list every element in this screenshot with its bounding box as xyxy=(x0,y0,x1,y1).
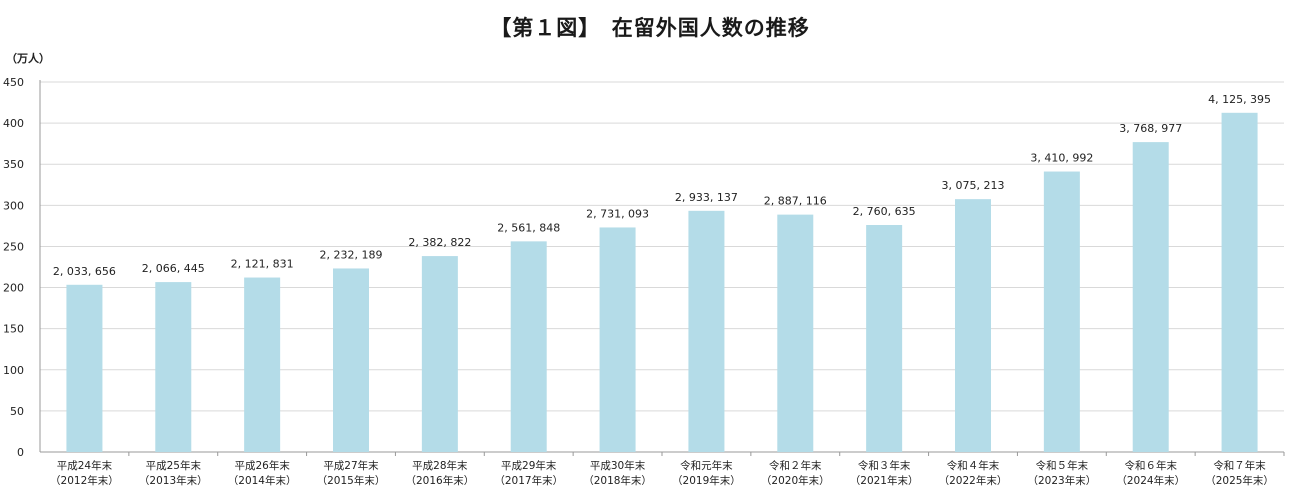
bar xyxy=(66,284,103,452)
data-label: 3, 075, 213 xyxy=(942,179,1005,192)
data-label: 2, 933, 137 xyxy=(675,191,738,204)
category-label: 平成30年末 xyxy=(590,459,646,472)
data-label: 2, 561, 848 xyxy=(497,221,560,234)
category-label: 令和２年末 xyxy=(769,459,822,472)
category-sublabel: （2023年末） xyxy=(1027,474,1096,487)
data-label: 2, 232, 189 xyxy=(320,248,383,261)
category-sublabel: （2021年末） xyxy=(850,474,919,487)
category-label: 令和５年末 xyxy=(1036,459,1089,472)
y-tick-label: 400 xyxy=(3,117,24,130)
y-tick-label: 50 xyxy=(10,405,24,418)
data-label: 2, 382, 822 xyxy=(408,236,471,249)
bar xyxy=(1043,171,1080,453)
data-label: 2, 033, 656 xyxy=(53,265,116,278)
y-tick-label: 100 xyxy=(3,364,24,377)
data-label: 2, 887, 116 xyxy=(764,195,827,208)
category-label: 平成24年末 xyxy=(57,459,113,472)
category-label: 令和元年末 xyxy=(680,459,733,472)
y-tick-label: 0 xyxy=(17,446,24,459)
bar xyxy=(510,241,547,452)
bar xyxy=(599,227,636,452)
chart-title: 【第１図】 在留外国人数の推移 xyxy=(490,16,810,40)
bar xyxy=(421,256,458,452)
category-sublabel: （2017年末） xyxy=(494,474,563,487)
y-tick-label: 450 xyxy=(3,76,24,89)
category-sublabel: （2025年末） xyxy=(1205,474,1274,487)
category-sublabel: （2015年末） xyxy=(317,474,386,487)
category-label: 令和７年末 xyxy=(1213,459,1266,472)
data-label: 2, 121, 831 xyxy=(231,258,294,271)
bar xyxy=(244,277,281,452)
category-label: 平成26年末 xyxy=(234,459,290,472)
category-sublabel: （2020年末） xyxy=(761,474,830,487)
bar xyxy=(777,214,814,452)
bar xyxy=(1132,142,1169,453)
category-label: 平成27年末 xyxy=(323,459,379,472)
y-axis-unit-label: （万人） xyxy=(6,51,50,65)
data-label: 2, 066, 445 xyxy=(142,262,205,275)
bar xyxy=(155,282,192,452)
bar xyxy=(333,268,369,452)
bar xyxy=(688,210,725,452)
category-sublabel: （2014年末） xyxy=(228,474,297,487)
y-tick-label: 300 xyxy=(3,199,24,212)
category-label: 平成28年末 xyxy=(412,459,468,472)
category-sublabel: （2019年末） xyxy=(672,474,741,487)
category-sublabel: （2012年末） xyxy=(50,474,119,487)
y-tick-label: 200 xyxy=(3,282,24,295)
data-label: 2, 731, 093 xyxy=(586,207,649,220)
data-label: 3, 410, 992 xyxy=(1030,152,1093,165)
category-sublabel: （2018年末） xyxy=(583,474,652,487)
category-label: 平成29年末 xyxy=(501,459,557,472)
bar xyxy=(955,199,991,452)
y-tick-label: 250 xyxy=(3,240,24,253)
category-sublabel: （2024年末） xyxy=(1116,474,1185,487)
category-label: 令和３年末 xyxy=(858,459,911,472)
bar xyxy=(1221,112,1258,453)
data-label: 3, 768, 977 xyxy=(1119,122,1182,135)
data-label: 4, 125, 395 xyxy=(1208,93,1271,106)
category-sublabel: （2016年末） xyxy=(405,474,474,487)
bar xyxy=(866,225,903,452)
category-sublabel: （2013年末） xyxy=(139,474,208,487)
category-label: 令和６年末 xyxy=(1124,459,1177,472)
data-label: 2, 760, 635 xyxy=(853,205,916,218)
category-sublabel: （2022年末） xyxy=(939,474,1008,487)
category-label: 平成25年末 xyxy=(146,459,202,472)
y-tick-label: 150 xyxy=(3,323,24,336)
y-tick-label: 350 xyxy=(3,158,24,171)
category-label: 令和４年末 xyxy=(947,459,1000,472)
